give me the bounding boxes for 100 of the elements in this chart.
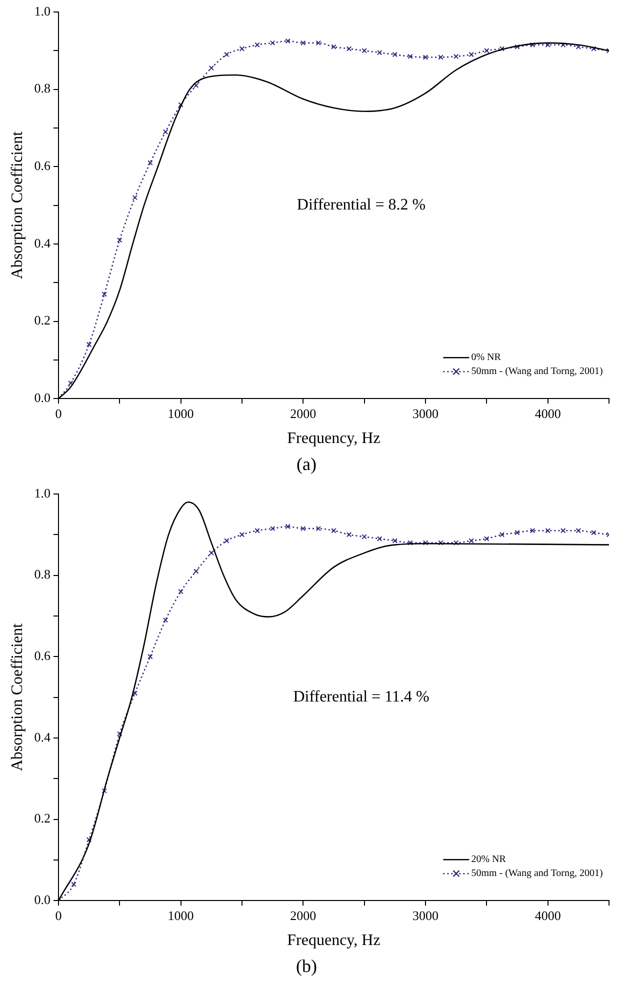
point (346, 46, 352, 52)
point (514, 44, 520, 50)
point (148, 654, 153, 660)
point (102, 292, 107, 297)
y-tick-label: 0.4 (34, 729, 51, 744)
point (208, 550, 214, 556)
y-tick-label: 0.2 (34, 312, 50, 328)
annotation: Differential = 8.2 % (296, 196, 426, 214)
point (499, 46, 505, 52)
point (239, 532, 245, 538)
point (591, 530, 596, 536)
point (300, 40, 306, 46)
text: (a) (296, 454, 316, 474)
point (560, 42, 566, 48)
point (117, 237, 122, 243)
x-tick-label: 3000 (412, 406, 438, 421)
y-tick-label: 0.6 (34, 158, 51, 174)
annotation: Differential = 11.4 % (293, 688, 430, 706)
y-tick-label: 0.8 (34, 566, 50, 582)
point (270, 526, 276, 532)
text: (b) (296, 956, 317, 976)
point (438, 54, 444, 60)
point (331, 44, 336, 50)
point (285, 38, 290, 44)
point (148, 160, 153, 166)
point (224, 538, 230, 544)
x-tick-label: 2000 (290, 406, 316, 421)
point (86, 836, 92, 842)
point (408, 54, 413, 60)
point (117, 731, 122, 737)
y-axis-title: Absorption Coefficient (8, 130, 26, 280)
point (239, 46, 245, 52)
x-tick-label: 1000 (168, 406, 194, 421)
x-tick-label: 0 (55, 908, 62, 923)
point (162, 617, 168, 623)
point (86, 342, 92, 348)
text: 0.0 (34, 892, 50, 908)
point (71, 882, 76, 887)
point (484, 48, 490, 54)
point (331, 528, 336, 534)
x-axis-title: Frequency, Hz (287, 430, 380, 448)
point (316, 526, 322, 532)
point (545, 528, 550, 534)
x-tick-label: 1000 (168, 908, 194, 923)
point (68, 380, 74, 386)
point (224, 52, 230, 58)
point (178, 588, 184, 594)
point (468, 52, 474, 58)
point (560, 528, 566, 534)
x-tick-label: 4000 (534, 908, 561, 923)
x-tick-label: 2000 (290, 908, 316, 923)
point (208, 65, 214, 71)
point (591, 46, 596, 52)
point (362, 534, 367, 540)
point (132, 690, 138, 696)
point (422, 54, 428, 60)
point (193, 82, 199, 88)
legend-label: 0% NR (471, 352, 502, 364)
point (376, 536, 382, 542)
y-axis-title: Absorption Coefficient (8, 622, 26, 772)
point (453, 54, 459, 60)
point (422, 540, 428, 546)
x-tick-label: 4000 (534, 406, 561, 421)
point (132, 194, 138, 200)
point (346, 532, 352, 538)
point (453, 540, 459, 546)
point (392, 52, 398, 58)
point (254, 528, 260, 534)
point (285, 524, 290, 530)
y-tick-label: 1.0 (34, 3, 50, 18)
point (545, 42, 550, 48)
point (408, 540, 413, 546)
point (102, 788, 107, 794)
point (484, 536, 490, 542)
point (514, 530, 520, 536)
point (530, 528, 536, 534)
y-tick-label: 0.6 (34, 648, 51, 664)
point (468, 538, 474, 544)
point (376, 50, 382, 56)
y-tick-label: 0.4 (34, 235, 51, 250)
point (576, 528, 582, 534)
point (316, 40, 322, 46)
y-tick-label: 0.8 (34, 80, 50, 96)
point (438, 540, 444, 546)
point (193, 568, 199, 574)
y-tick-label: 1.0 (34, 485, 50, 500)
x-tick-label: 0 (55, 406, 62, 421)
point (270, 40, 276, 46)
legend-label: 20% NR (471, 854, 506, 866)
legend-label: 50mm - (Wang and Torng, 2001) (471, 366, 603, 378)
point (499, 532, 505, 538)
y-tick-label: 0.2 (34, 810, 50, 826)
point (362, 48, 367, 54)
point (162, 129, 168, 134)
point (254, 42, 260, 48)
legend-label: 50mm - (Wang and Torng, 2001) (471, 868, 603, 880)
x-tick-label: 3000 (412, 908, 438, 923)
text: 0.0 (34, 390, 50, 406)
point (300, 526, 306, 532)
point (392, 538, 398, 544)
